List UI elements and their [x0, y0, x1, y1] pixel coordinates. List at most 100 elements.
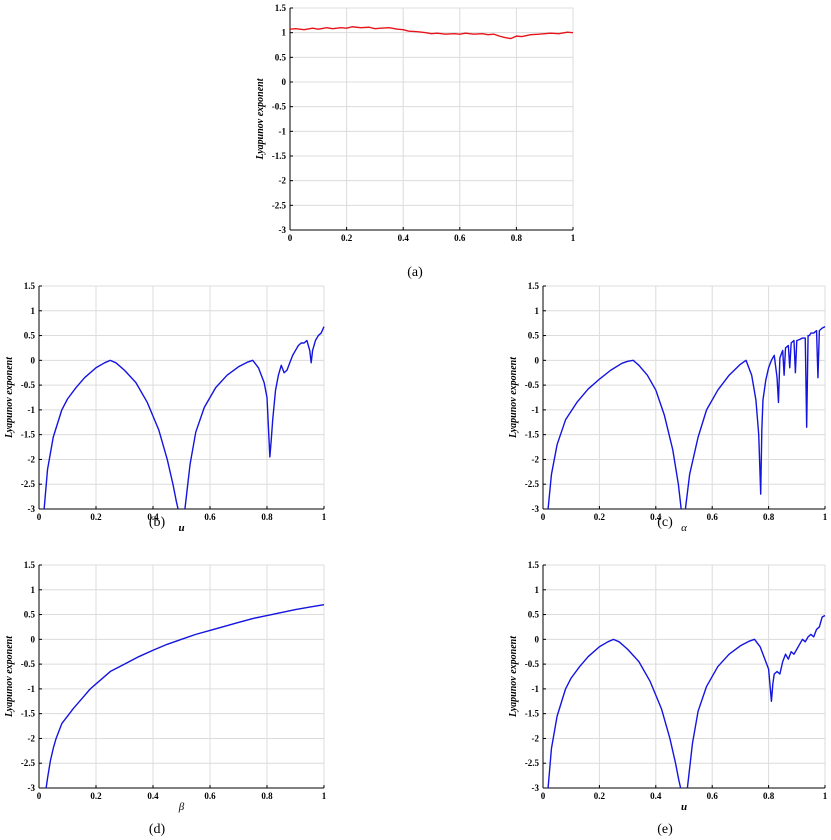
- y-tick-label: 1: [31, 306, 36, 316]
- panel-caption: (c): [657, 515, 673, 530]
- y-tick-label: -1: [28, 405, 36, 415]
- y-tick-label: -1: [532, 684, 540, 694]
- y-tick-label: 1: [282, 28, 287, 38]
- y-tick-label: -2.5: [272, 200, 287, 210]
- series-line: [547, 326, 826, 510]
- x-axis-label: α: [681, 522, 687, 534]
- y-tick-label: 1.5: [528, 560, 540, 570]
- y-tick-label: -2: [28, 733, 36, 743]
- x-tick-label: 1: [571, 233, 576, 243]
- y-tick-label: -0.5: [272, 102, 287, 112]
- x-tick-label: 0.4: [147, 512, 159, 522]
- x-tick-label: 0.8: [261, 512, 273, 522]
- x-tick-label: 0: [37, 512, 42, 522]
- y-tick-label: 0.5: [275, 52, 287, 62]
- y-tick-label: -2: [532, 733, 540, 743]
- y-tick-label: -0.5: [21, 380, 36, 390]
- x-tick-label: 0: [541, 791, 546, 801]
- y-tick-label: 0.5: [24, 331, 36, 341]
- y-tick-label: -3: [28, 504, 36, 514]
- y-tick-label: -1.5: [525, 430, 540, 440]
- y-tick-label: -3: [532, 783, 540, 793]
- y-tick-label: -2: [279, 176, 287, 186]
- y-tick-label: 1: [535, 585, 540, 595]
- x-tick-label: 0.6: [204, 512, 216, 522]
- series-line: [547, 614, 826, 789]
- y-tick-label: -2: [532, 454, 540, 464]
- x-tick-label: 0.6: [204, 791, 216, 801]
- y-tick-label: 1.5: [275, 3, 287, 13]
- x-tick-label: 0.2: [90, 791, 102, 801]
- x-tick-label: 0.8: [763, 512, 775, 522]
- y-tick-label: -1.5: [21, 709, 36, 719]
- panel-caption: (b): [149, 515, 166, 530]
- y-tick-label: -2.5: [21, 758, 36, 768]
- x-tick-label: 1: [322, 791, 327, 801]
- panel-caption: (a): [407, 265, 423, 280]
- x-tick-label: 0.2: [341, 233, 353, 243]
- y-tick-label: 0: [31, 634, 36, 644]
- y-tick-label: -1: [28, 684, 36, 694]
- chart-panel: 0 0.2 0.4 0.6 0.8 1 1.5 1 0.5 0 -0.5 -1 -1.5 -2 -2.5 -3…: [508, 560, 828, 837]
- x-tick-label: 0.4: [650, 791, 662, 801]
- panel-caption: (e): [657, 822, 673, 837]
- x-axis-label: u: [178, 522, 184, 534]
- y-tick-label: -2.5: [525, 479, 540, 489]
- x-tick-label: 1: [322, 512, 327, 522]
- chart-panel: 0 0.2 0.4 0.6 0.8 1 1.5 1 0.5 0 -0.5 -1 -1.5 -2 -2.5 -3…: [508, 281, 828, 534]
- y-tick-label: -3: [532, 504, 540, 514]
- y-axis-label: Lyapunov exponent: [4, 356, 15, 439]
- x-tick-label: 1: [823, 512, 828, 522]
- y-tick-label: 1.5: [24, 281, 36, 291]
- y-tick-label: -2.5: [21, 479, 36, 489]
- y-tick-label: 0: [282, 77, 287, 87]
- y-tick-label: 0.5: [24, 610, 36, 620]
- chart-panel: 0 0.2 0.4 0.6 0.8 1 1.5 1 0.5 0 -0.5 -1 -1.5 -2 -2.5 -3…: [255, 3, 576, 280]
- y-tick-label: -0.5: [525, 659, 540, 669]
- y-tick-label: -3: [279, 225, 287, 235]
- x-tick-label: 0.2: [594, 512, 606, 522]
- y-tick-label: -2: [28, 454, 36, 464]
- x-tick-label: 0.4: [398, 233, 410, 243]
- x-tick-label: 0.2: [90, 512, 102, 522]
- series-line: [43, 326, 325, 510]
- y-tick-label: -0.5: [21, 659, 36, 669]
- y-tick-label: -1: [532, 405, 540, 415]
- panel-caption: (d): [149, 822, 166, 837]
- x-tick-label: 0.4: [147, 791, 159, 801]
- chart-panel: 0 0.2 0.4 0.6 0.8 1 1.5 1 0.5 0 -0.5 -1 -1.5 -2 -2.5 -3…: [4, 281, 327, 534]
- x-tick-label: 0.6: [707, 791, 719, 801]
- x-tick-label: 0.2: [594, 791, 606, 801]
- y-axis-label: Lyapunov exponent: [4, 635, 15, 718]
- y-tick-label: 0.5: [528, 331, 540, 341]
- x-tick-label: 0.8: [511, 233, 523, 243]
- y-axis-label: Lyapunov exponent: [508, 356, 519, 439]
- y-tick-label: 1.5: [528, 281, 540, 291]
- series-line: [289, 26, 574, 40]
- y-tick-label: 0.5: [528, 610, 540, 620]
- y-tick-label: -0.5: [525, 380, 540, 390]
- y-axis-label: Lyapunov exponent: [255, 77, 266, 160]
- y-tick-label: 0: [535, 355, 540, 365]
- y-tick-label: 0: [535, 634, 540, 644]
- y-tick-label: 0: [31, 355, 36, 365]
- y-tick-label: -2.5: [525, 758, 540, 768]
- chart-panel: 0 0.2 0.4 0.6 0.8 1 1.5 1 0.5 0 -0.5 -1 -1.5 -2 -2.5 -3…: [4, 560, 327, 837]
- x-tick-label: 0: [288, 233, 293, 243]
- x-tick-label: 1: [823, 791, 828, 801]
- series-line: [45, 603, 325, 789]
- x-tick-label: 0.8: [763, 791, 775, 801]
- x-axis-label: β: [178, 801, 185, 813]
- x-tick-label: 0: [541, 512, 546, 522]
- y-tick-label: -1: [279, 126, 287, 136]
- y-tick-label: 1.5: [24, 560, 36, 570]
- y-tick-label: -1.5: [525, 709, 540, 719]
- x-tick-label: 0.8: [261, 791, 273, 801]
- y-axis-label: Lyapunov exponent: [508, 635, 519, 718]
- x-tick-label: 0.6: [707, 512, 719, 522]
- y-tick-label: -3: [28, 783, 36, 793]
- x-tick-label: 0.6: [454, 233, 466, 243]
- x-tick-label: 0: [37, 791, 42, 801]
- x-axis-label: u: [681, 801, 687, 813]
